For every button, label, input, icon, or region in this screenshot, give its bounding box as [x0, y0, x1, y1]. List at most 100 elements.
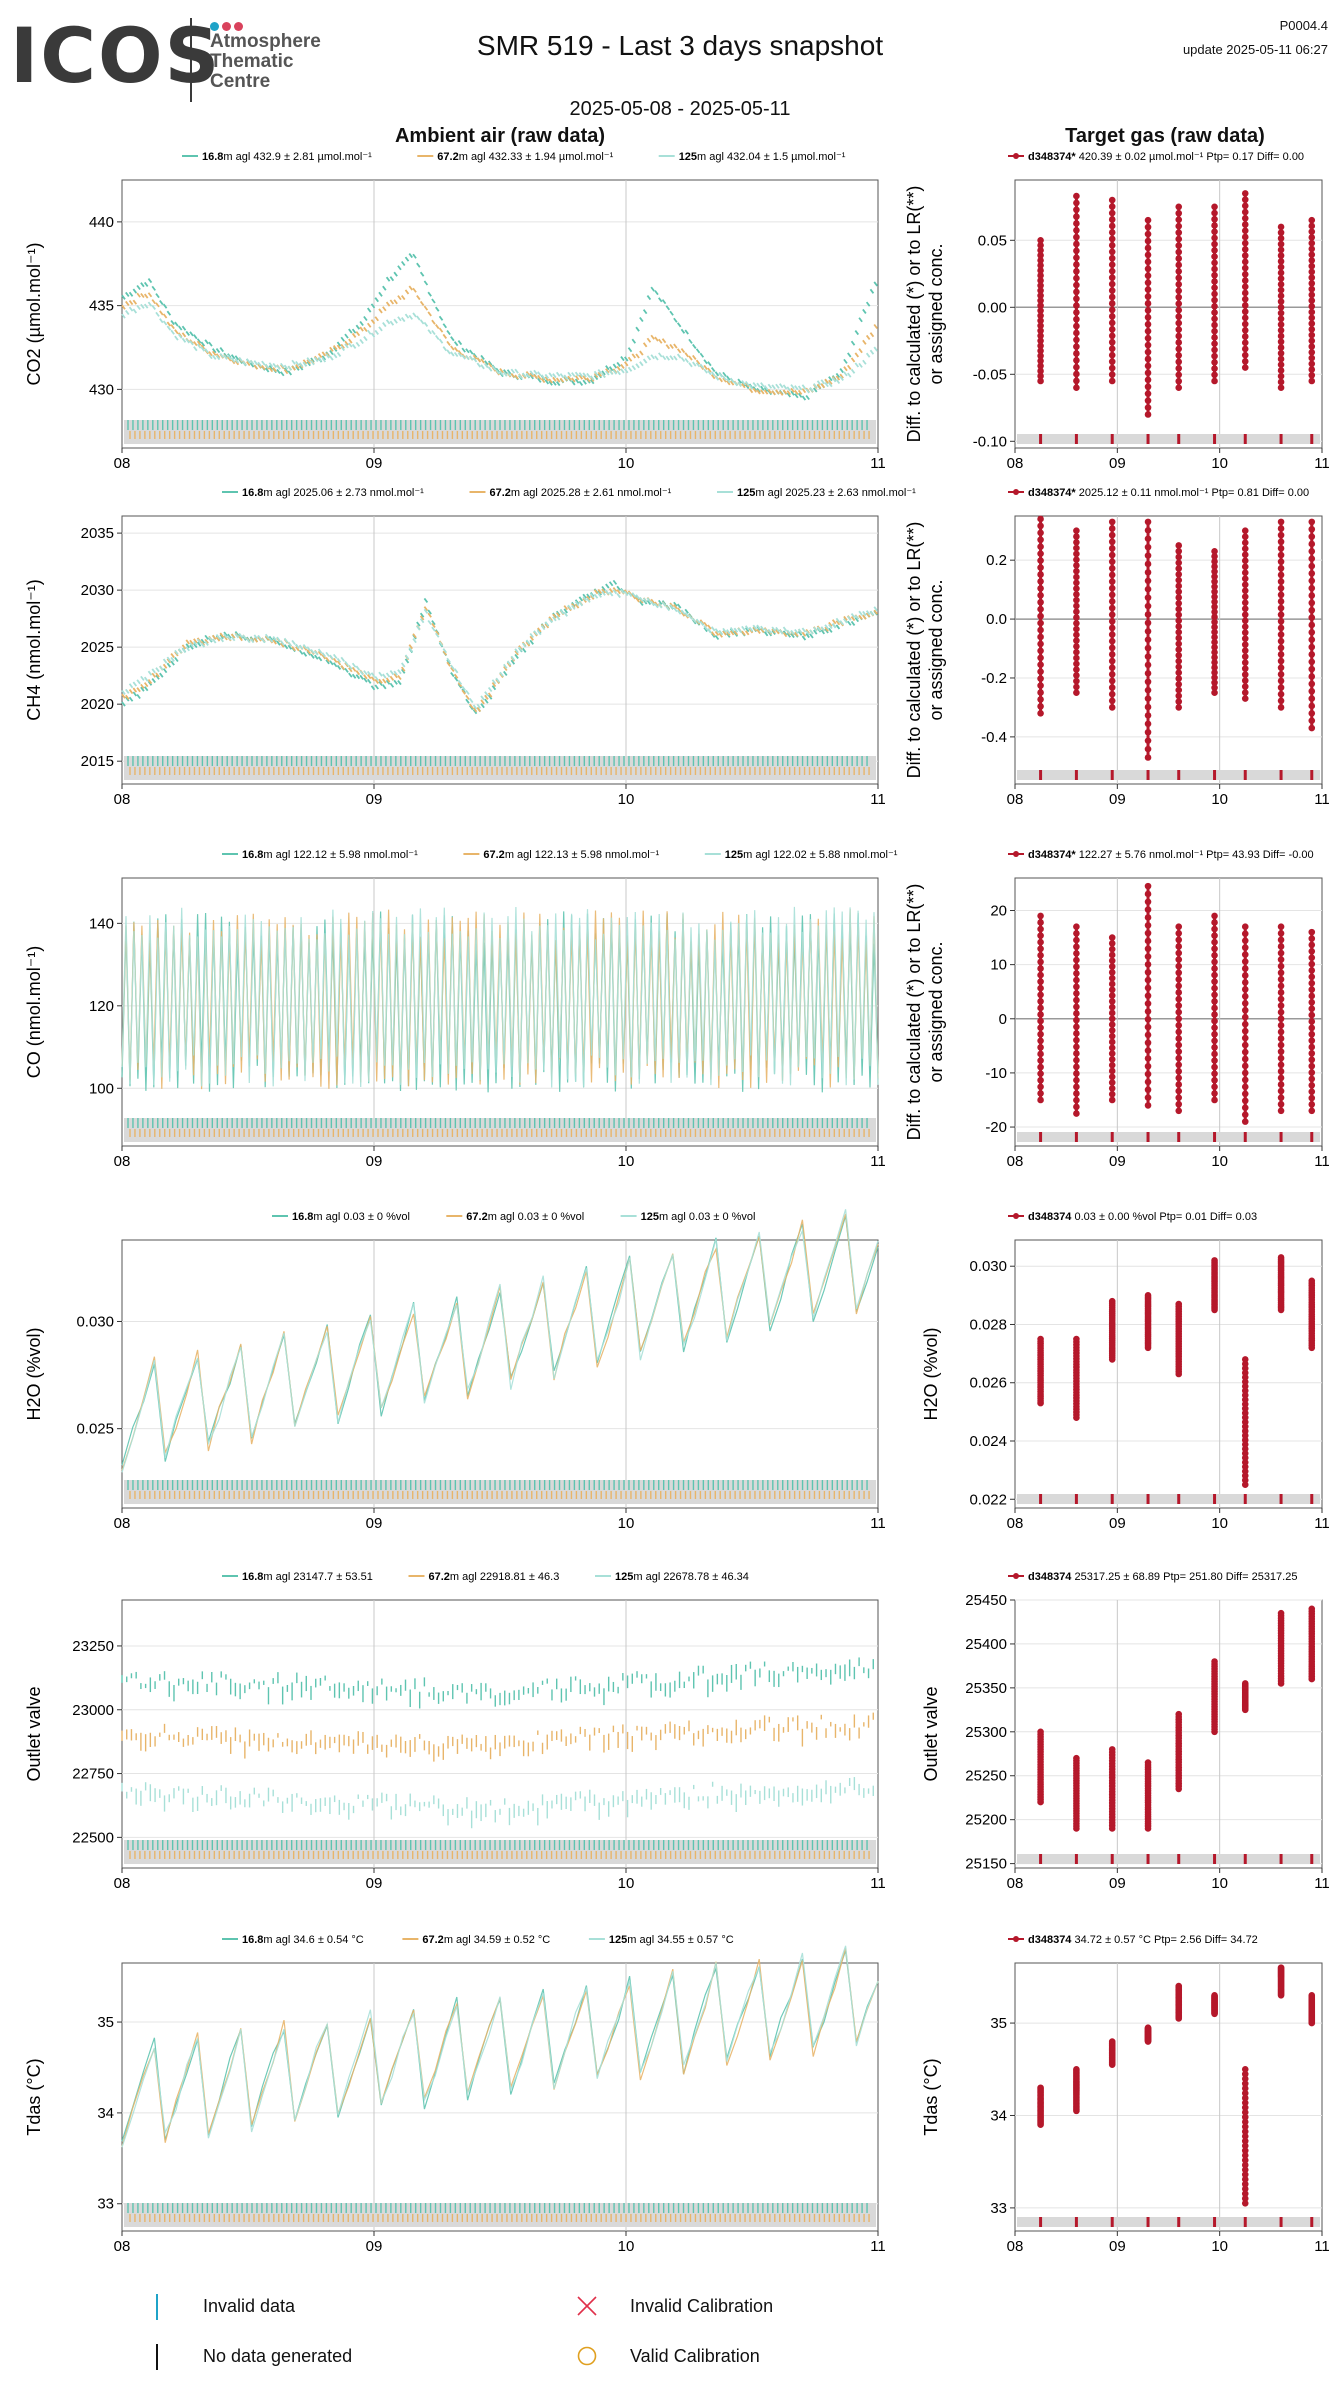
series-mark	[794, 631, 799, 637]
target-point	[1175, 936, 1183, 944]
target-point	[1211, 303, 1218, 310]
x-tick-label: 09	[366, 1153, 383, 1170]
series-mark	[537, 627, 542, 633]
series-mark	[646, 599, 652, 606]
x-tick-label: 10	[1211, 1153, 1228, 1170]
target-stats: 25317.25 ± 68.89 Ptp= 251.80 Diff= 25317…	[1071, 1571, 1297, 1583]
y-tick-label: 0.028	[969, 1316, 1007, 1333]
series-mark	[344, 333, 349, 339]
series-mark	[446, 659, 451, 665]
series-mark	[714, 371, 720, 377]
target-point	[1175, 652, 1183, 659]
series-mark	[155, 674, 160, 680]
series-mark	[174, 649, 179, 655]
target-point	[1175, 371, 1183, 379]
series-mark	[612, 579, 618, 585]
target-point	[1144, 737, 1152, 744]
series-mark	[427, 619, 432, 626]
series-mark	[480, 703, 485, 709]
series-mark	[820, 383, 826, 389]
x-tick-label: 11	[870, 455, 886, 472]
series-mark	[215, 348, 221, 354]
series-mark	[521, 372, 527, 378]
series-mark	[234, 631, 240, 637]
target-point	[1037, 696, 1044, 703]
target-cylinder-id: d348374	[1028, 1571, 1072, 1583]
series-mark	[246, 638, 251, 644]
target-point	[1073, 556, 1080, 563]
series-mark	[737, 378, 742, 384]
target-point	[1277, 989, 1285, 996]
series-mark	[472, 352, 478, 358]
target-point	[1277, 258, 1285, 265]
series-mark	[472, 709, 478, 715]
legend-entry: 16.8m agl 23147.7 ± 53.51	[242, 1571, 373, 1583]
series-mark	[642, 309, 648, 315]
series-mark	[423, 606, 429, 612]
series-mark	[646, 295, 652, 301]
legend-entry: 125m agl 0.03 ± 0 %vol	[641, 1211, 756, 1223]
series-mark	[438, 641, 444, 647]
target-point	[1144, 914, 1152, 921]
series-mark	[332, 653, 338, 659]
target-point	[1277, 281, 1285, 288]
target-point	[1144, 527, 1152, 534]
target-point	[1175, 313, 1183, 320]
target-point	[1108, 254, 1116, 262]
target-point	[1277, 1068, 1285, 1075]
series-mark	[582, 375, 587, 381]
target-point	[1144, 390, 1152, 397]
legend-key-dot	[1013, 1573, 1019, 1579]
series-mark	[359, 320, 364, 327]
target-point	[1308, 555, 1316, 563]
series-mark	[412, 287, 417, 293]
legend-level: 125	[737, 487, 755, 499]
target-point	[1144, 661, 1152, 669]
series-mark	[136, 292, 141, 298]
target-point	[1108, 1027, 1116, 1034]
legend-level: 16.8	[242, 1571, 263, 1583]
series-mark	[865, 610, 871, 616]
series-mark	[351, 343, 357, 349]
target-point	[1308, 986, 1316, 993]
series-mark	[287, 644, 293, 650]
target-point	[1241, 1027, 1249, 1035]
target-point	[1277, 578, 1285, 585]
target-point	[1211, 1096, 1218, 1104]
target-point	[1037, 522, 1044, 530]
series-mark	[612, 369, 618, 375]
target-flag-band	[1017, 1494, 1320, 1504]
series-mark	[310, 648, 315, 655]
target-point	[1211, 1024, 1218, 1031]
series-mark	[816, 626, 822, 632]
series-mark	[820, 626, 826, 632]
target-point	[1144, 898, 1152, 906]
target-point	[1037, 912, 1044, 920]
target-point	[1144, 703, 1152, 711]
target-point	[1073, 533, 1080, 540]
target-point	[1308, 280, 1316, 287]
target-plot-area	[1014, 877, 1323, 1147]
target-point	[1308, 584, 1316, 592]
legend-entry: 16.8m agl 2025.06 ± 2.73 nmol.mol⁻¹	[242, 487, 424, 499]
series-mark	[616, 589, 621, 595]
series-mark	[510, 372, 516, 379]
series-mark	[246, 361, 251, 367]
series-mark	[401, 662, 406, 668]
series-mark	[563, 611, 568, 617]
target-point	[1108, 306, 1116, 314]
series-mark	[147, 680, 153, 686]
target-point	[1277, 1081, 1285, 1088]
target-point	[1241, 208, 1249, 216]
target-point	[1073, 295, 1080, 303]
series-mark	[741, 625, 746, 631]
series-mark	[200, 346, 206, 352]
series-mark	[707, 628, 712, 634]
series-mark	[272, 362, 277, 368]
series-mark	[374, 684, 379, 690]
target-point	[1241, 1076, 1249, 1084]
series-mark	[249, 638, 255, 644]
series-mark	[529, 632, 534, 639]
series-mark	[317, 648, 323, 654]
series-mark	[336, 341, 342, 347]
